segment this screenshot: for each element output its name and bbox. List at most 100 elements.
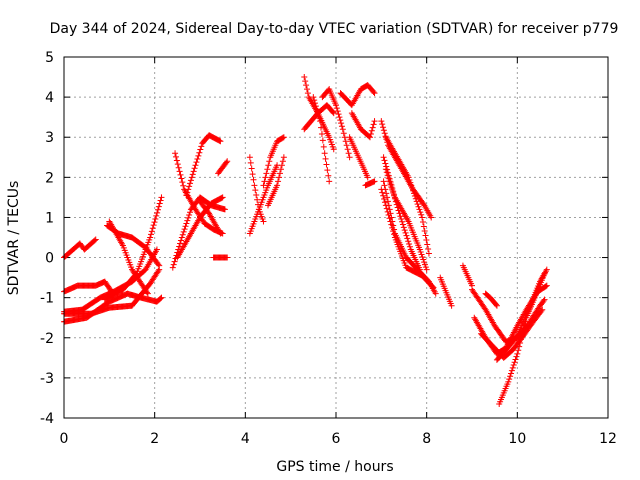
data-point (322, 155, 329, 162)
data-point (404, 235, 411, 242)
data-point (394, 204, 401, 211)
data-point (154, 206, 161, 213)
data-point (303, 82, 310, 89)
data-point (543, 282, 550, 289)
data-point (402, 229, 409, 236)
data-point (346, 154, 353, 161)
data-point (419, 218, 426, 225)
data-point (338, 120, 345, 127)
data-point (424, 241, 431, 248)
x-tick-label: 0 (60, 431, 69, 447)
data-point (383, 205, 390, 212)
data-point (508, 367, 515, 374)
data-point (177, 171, 184, 178)
data-point (261, 178, 268, 185)
data-point (421, 261, 428, 268)
data-point (384, 172, 391, 179)
data-point (417, 249, 424, 256)
data-point (340, 130, 347, 137)
data-point (380, 178, 387, 185)
data-point (425, 246, 432, 253)
data-point (147, 234, 154, 241)
data-point (333, 102, 339, 109)
data-point (390, 228, 397, 235)
data-point (514, 350, 521, 357)
data-point (156, 200, 163, 207)
data-point (155, 203, 162, 210)
data-point (541, 296, 548, 303)
data-point (185, 214, 192, 221)
data-point (223, 159, 230, 166)
y-tick-label: 5 (45, 50, 54, 66)
data-point (266, 158, 273, 165)
data-point (262, 174, 269, 181)
data-point (420, 256, 427, 263)
data-point (184, 189, 191, 196)
data-point (179, 179, 186, 186)
data-point (171, 258, 178, 265)
data-point (224, 158, 231, 165)
data-point (381, 195, 388, 202)
data-point (151, 219, 158, 226)
data-point (384, 208, 391, 215)
data-point (410, 190, 417, 197)
data-point (313, 106, 320, 113)
data-point (155, 267, 162, 274)
data-point (321, 150, 328, 157)
data-point (380, 124, 387, 131)
data-point (415, 203, 422, 210)
data-point (406, 240, 413, 247)
data-point (158, 294, 165, 301)
y-axis-title: SDTVAR / TECUs (6, 181, 22, 296)
data-point (189, 171, 196, 178)
data-point (197, 146, 204, 153)
data-point (516, 343, 523, 350)
data-point (389, 224, 396, 231)
data-point (315, 112, 322, 119)
data-point (92, 236, 99, 243)
data-point (370, 121, 377, 128)
data-point (190, 168, 197, 175)
data-point (507, 373, 514, 380)
data-point (182, 223, 189, 230)
data-point (389, 186, 396, 193)
data-point (384, 194, 391, 201)
data-point (390, 189, 397, 196)
data-point (324, 167, 331, 174)
x-axis-title: GPS time / hours (276, 459, 393, 475)
data-point (319, 137, 326, 144)
data-point (330, 146, 337, 153)
data-point (420, 223, 427, 230)
data-point (343, 142, 350, 149)
y-tick-label: -1 (40, 291, 54, 307)
data-point (325, 172, 332, 179)
y-tick-label: 1 (45, 210, 54, 226)
data-point (371, 178, 378, 185)
data-point (493, 302, 500, 309)
data-point (396, 210, 403, 217)
data-point (253, 191, 260, 198)
data-point (386, 215, 393, 222)
data-point (367, 131, 374, 138)
data-point (175, 164, 182, 171)
grid-lines (64, 57, 608, 418)
data-point (153, 212, 160, 219)
data-point (303, 86, 310, 93)
data-point (378, 118, 385, 125)
data-point (248, 165, 255, 172)
data-point (172, 150, 179, 157)
data-point (169, 264, 176, 271)
data-point (274, 182, 281, 189)
data-point (416, 246, 423, 253)
data-point (337, 117, 344, 124)
data-point (448, 302, 455, 309)
data-point (510, 362, 517, 369)
data-point (419, 254, 426, 261)
data-point (330, 110, 337, 117)
data-point (387, 181, 394, 188)
data-point (411, 193, 418, 200)
data-point (195, 152, 202, 159)
data-point (193, 159, 200, 166)
data-point (338, 123, 345, 130)
